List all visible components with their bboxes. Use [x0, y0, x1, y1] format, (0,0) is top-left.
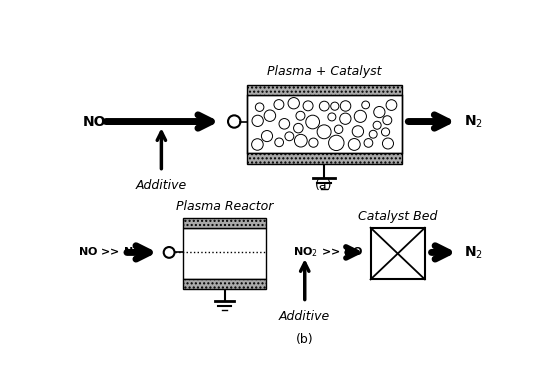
Text: Plasma Reactor: Plasma Reactor: [176, 200, 273, 213]
Circle shape: [362, 101, 370, 109]
Bar: [247, 85, 401, 95]
Circle shape: [274, 99, 284, 109]
Circle shape: [261, 131, 272, 142]
Text: Additive: Additive: [279, 310, 330, 323]
Circle shape: [373, 121, 381, 129]
Text: NO: NO: [83, 115, 106, 128]
Circle shape: [383, 116, 392, 125]
Text: N$_2$: N$_2$: [464, 244, 482, 260]
Text: NO$_2$ >> NO: NO$_2$ >> NO: [293, 246, 364, 259]
Text: (b): (b): [296, 333, 313, 346]
Text: Additive: Additive: [136, 179, 187, 192]
Circle shape: [309, 138, 318, 147]
Text: (a): (a): [316, 179, 333, 192]
Bar: [247, 153, 401, 164]
Circle shape: [354, 110, 366, 122]
Circle shape: [303, 101, 313, 111]
Circle shape: [381, 128, 389, 136]
Circle shape: [352, 126, 364, 137]
Circle shape: [364, 139, 373, 147]
Circle shape: [285, 132, 294, 141]
Circle shape: [382, 138, 393, 149]
Circle shape: [317, 125, 331, 139]
Circle shape: [252, 139, 263, 150]
Text: N$_2$: N$_2$: [464, 113, 482, 130]
Circle shape: [294, 124, 303, 133]
Circle shape: [288, 98, 299, 109]
Text: Catalyst Bed: Catalyst Bed: [358, 210, 438, 223]
Circle shape: [319, 101, 329, 111]
Circle shape: [329, 135, 344, 151]
Bar: [183, 218, 266, 228]
Circle shape: [340, 101, 351, 111]
Circle shape: [331, 102, 339, 110]
Bar: [183, 279, 266, 289]
Circle shape: [374, 106, 385, 118]
Bar: [183, 228, 266, 279]
Circle shape: [340, 113, 351, 124]
Circle shape: [296, 111, 305, 120]
Circle shape: [334, 125, 343, 134]
Circle shape: [328, 113, 336, 121]
Circle shape: [348, 138, 360, 150]
Circle shape: [369, 130, 377, 138]
Circle shape: [294, 134, 307, 147]
Circle shape: [275, 138, 283, 147]
Bar: [247, 95, 401, 153]
Circle shape: [252, 115, 263, 127]
Circle shape: [306, 115, 319, 129]
Circle shape: [279, 119, 290, 129]
Text: Plasma + Catalyst: Plasma + Catalyst: [267, 65, 381, 78]
Circle shape: [386, 100, 397, 111]
Text: NO >> NO$_2$: NO >> NO$_2$: [78, 246, 148, 259]
Circle shape: [264, 110, 276, 121]
Circle shape: [255, 103, 264, 111]
Bar: [371, 228, 425, 279]
